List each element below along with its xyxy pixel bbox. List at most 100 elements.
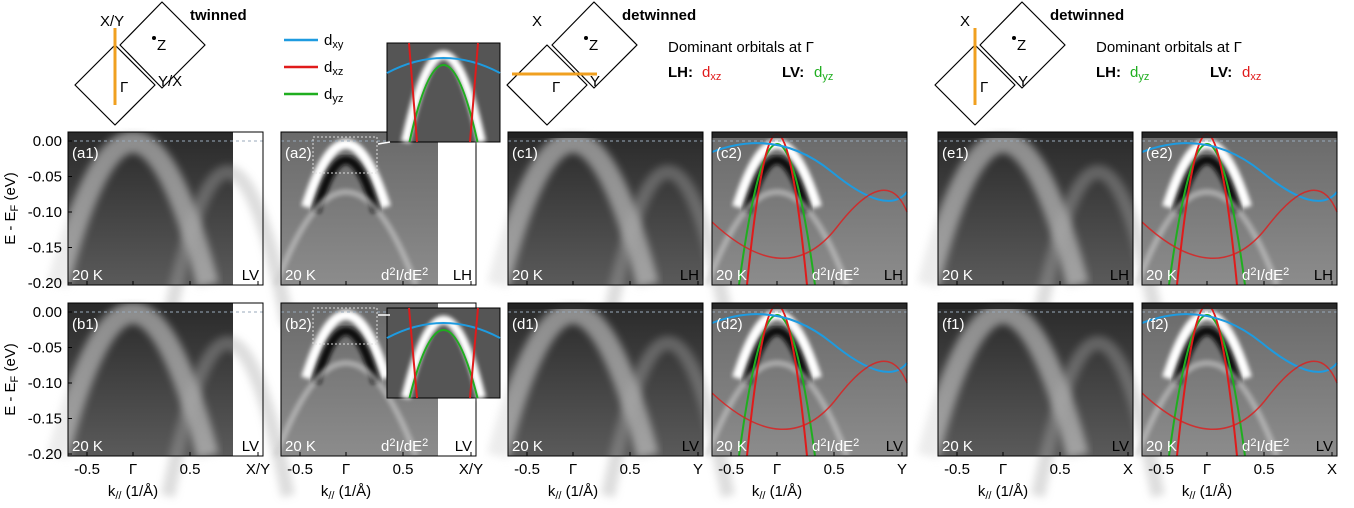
text-part: 2 [422,266,428,278]
text-part: 2 [1283,437,1289,449]
temperature: 20 K [716,267,747,284]
legend-label: dxy [324,32,344,51]
text-part: k [321,483,329,500]
inset-region [312,136,378,174]
inset-arrow [377,141,391,145]
fit-curve [1141,142,1338,202]
bz-label: X [532,13,542,30]
band-shadow [1172,155,1242,214]
bz-label: Y [590,73,600,90]
band-shadow [311,155,381,214]
band-glow [1134,189,1280,287]
band-shadow [1172,326,1242,385]
panel-group-title: twinned [190,7,247,24]
band-glow [161,165,295,327]
panel-label: (f1) [942,316,965,333]
text-part: E - E [2,382,19,415]
z-dot [152,36,156,40]
y-axis-label: E - EF (eV) [2,343,21,416]
y-tick-label: 0.00 [33,133,62,150]
panel-label: (e2) [1146,145,1173,162]
polarization: LV [886,438,903,455]
polarization: LH [680,267,699,284]
y-axis-label: E - EF (eV) [2,172,21,245]
temperature: 20 K [942,438,973,455]
fit-curve [469,307,479,399]
text-part: k [1182,483,1190,500]
z-dot [1012,36,1016,40]
text-part: d [812,438,820,455]
fit-curve [711,189,908,259]
method: d2I/dE2 [1242,266,1289,284]
fit-curve [711,313,908,373]
x-tick-label: -0.5 [944,461,970,478]
text-part: (1/Å) [991,483,1028,500]
x-tick-label: -0.5 [718,461,744,478]
text-part: d [814,64,822,81]
x-axis-label: k// (1/Å) [321,483,371,502]
text-part: (eV) [2,172,19,205]
text-part: xy [332,39,344,51]
text-part: k [108,483,116,500]
text-part: // [759,490,766,502]
fit-curve [1141,360,1338,430]
text-part: E - E [2,211,19,244]
text-part: 2 [1283,266,1289,278]
band-glow [161,336,295,498]
bz-label: Γ [980,79,988,96]
x-tick-label: X/Y [459,461,483,478]
text-part: 2 [389,437,395,449]
text-part: 2 [1250,266,1256,278]
text-part: xz [332,66,343,78]
text-part: (1/Å) [334,483,371,500]
orbital-key: LH: [668,64,693,81]
x-tick-label: Γ [1203,461,1211,478]
panel-label: (d1) [512,316,539,333]
text-part: d [1242,438,1250,455]
fit-curve [386,322,501,339]
band-glow [401,315,486,400]
text-part: (1/Å) [765,483,802,500]
polarization: LH [884,267,903,284]
text-part: // [985,490,992,502]
bz-label: Y/X [158,73,182,90]
text-part: (1/Å) [1195,483,1232,500]
fit-curve [1141,189,1338,259]
bz-label: Z [157,37,166,54]
bz-label: Y [1018,73,1028,90]
x-tick-label: Y [897,461,907,478]
x-axis-label: k// (1/Å) [548,483,598,502]
temperature: 20 K [72,438,103,455]
panel-label: (d2) [716,316,743,333]
text-part: I/dE [395,438,422,455]
panel-frame [67,131,264,286]
ef-band [1142,303,1337,309]
panel-label: (c2) [716,145,742,162]
panel-frame [1141,131,1338,286]
ef-band [508,132,703,138]
text-part: I/dE [826,438,853,455]
text-part: // [115,490,122,502]
polarization: LV [1316,438,1333,455]
band-glow [401,50,486,143]
temperature: 20 K [1146,438,1177,455]
text-part: (1/Å) [121,483,158,500]
polarization: LV [682,438,699,455]
text-part: 2 [422,437,428,449]
text-part: 2 [1250,437,1256,449]
text-part: 2 [820,437,826,449]
panel-label: (b2) [285,316,312,333]
x-tick-label: 0.5 [824,461,845,478]
temperature: 20 K [716,438,747,455]
bz-gamma [934,44,1016,126]
text-part: 2 [853,266,859,278]
bz-label: Z [1017,37,1026,54]
x-tick-label: 0.5 [620,461,641,478]
y-tick-label: -0.20 [28,446,62,463]
panel-frame [280,131,477,286]
text-part: d [1242,267,1250,284]
band-glow [487,302,659,459]
text-part: d [324,32,332,49]
text-part: 2 [820,266,826,278]
z-dot [584,36,588,40]
